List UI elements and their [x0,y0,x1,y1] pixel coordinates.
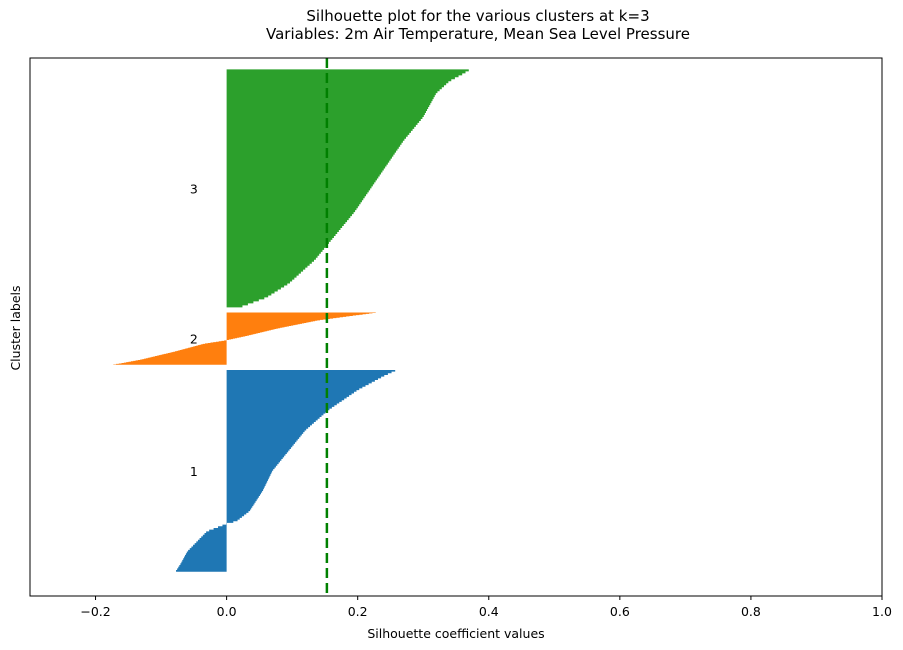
x-axis-ticks: −0.2 0.0 0.2 0.4 0.6 0.8 1.0 [80,596,892,619]
x-tick-label: 0.8 [741,604,761,619]
plot-frame [29,57,883,597]
y-axis-label: Cluster labels [8,285,23,370]
x-axis-label: Silhouette coefficient values [367,626,544,641]
cluster-areas [113,69,469,572]
cluster-1-area [176,369,396,572]
cluster-labels: 1 2 3 [190,181,198,478]
chart-subtitle: Variables: 2m Air Temperature, Mean Sea … [266,25,690,43]
x-tick-label: −0.2 [80,604,110,619]
x-tick-label: 0.6 [610,604,630,619]
chart-title: Silhouette plot for the various clusters… [306,7,649,25]
cluster-label-1: 1 [190,464,198,479]
x-tick-label: 0.2 [348,604,368,619]
cluster-label-2: 2 [190,332,198,347]
x-tick-label: 1.0 [872,604,892,619]
cluster-3-area [226,69,469,308]
cluster-label-3: 3 [190,181,198,196]
x-tick-label: 0.4 [479,604,499,619]
x-tick-label: 0.0 [217,604,237,619]
cluster-2-area [113,312,376,365]
